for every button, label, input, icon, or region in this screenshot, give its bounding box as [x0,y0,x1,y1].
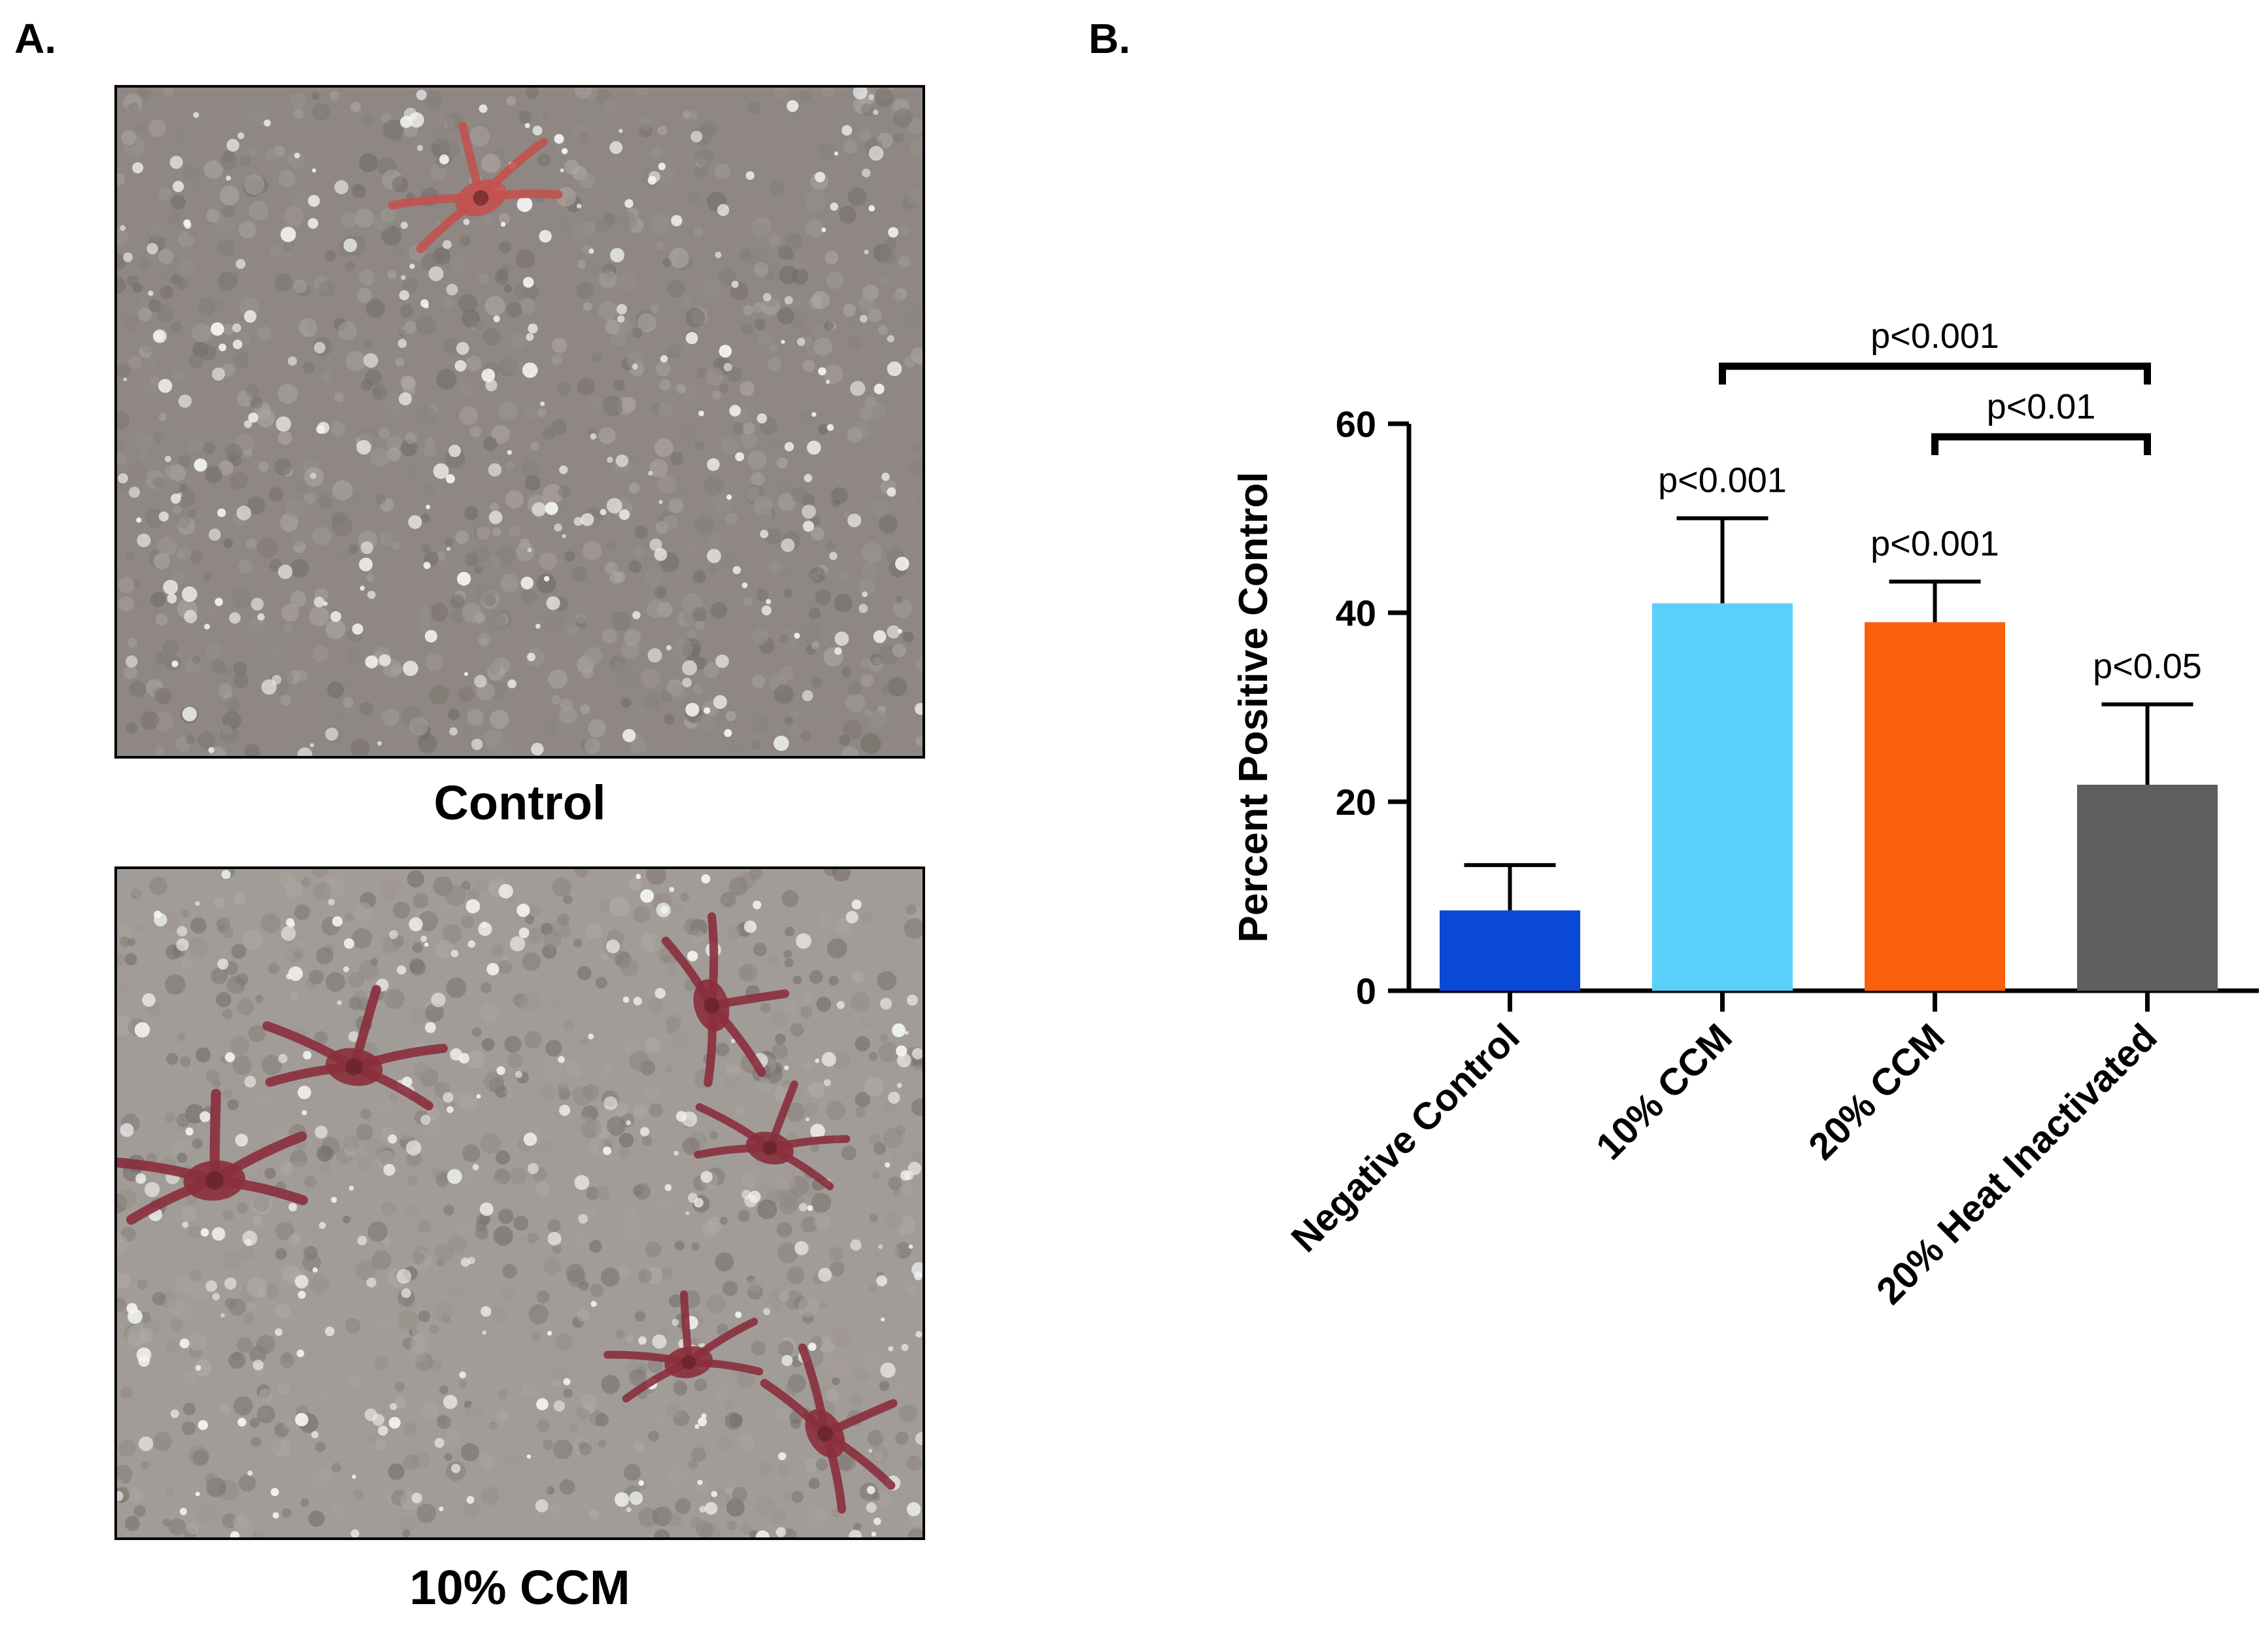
control-micrograph [114,85,925,759]
stained-cell [603,1290,764,1403]
bar [1865,622,2005,991]
control-caption: Control [433,776,606,830]
y-tick-label: 0 [1356,970,1376,1012]
x-tick-label: 10% CCM [1588,1016,1740,1168]
bar [1652,603,1793,991]
x-tick-label: Negative Control [1283,1016,1528,1260]
ccm-caption: 10% CCM [409,1560,630,1615]
bar [2077,784,2218,991]
bar [1440,910,1580,991]
y-tick-label: 60 [1336,403,1376,445]
stained-cell [661,912,790,1088]
comparison-label: p<0.01 [1987,387,2096,426]
y-tick-label: 40 [1336,592,1376,634]
micrograph-texture [117,88,922,756]
y-tick-label: 20 [1336,781,1376,823]
stained-cell [388,121,563,254]
bar-significance-label: p<0.001 [1870,524,1999,563]
bar-significance-label: p<0.05 [2093,647,2202,686]
ccm-micrograph [114,866,925,1540]
comparison-bracket [1719,362,2151,385]
comparison-label: p<0.001 [1870,317,1999,356]
stained-cell [262,985,448,1111]
stained-cell [117,1088,308,1225]
stained-cell [760,1343,898,1514]
micrograph-texture [117,869,922,1537]
bar-significance-label: p<0.001 [1658,461,1787,500]
y-axis-label: Percent Positive Control [1231,471,1276,942]
stained-cell [694,1080,851,1191]
panel-a-label: A. [14,15,56,62]
x-tick-label: 20% CCM [1801,1016,1953,1168]
panel-b-label: B. [1089,15,1130,62]
comparison-bracket [1931,433,2151,455]
